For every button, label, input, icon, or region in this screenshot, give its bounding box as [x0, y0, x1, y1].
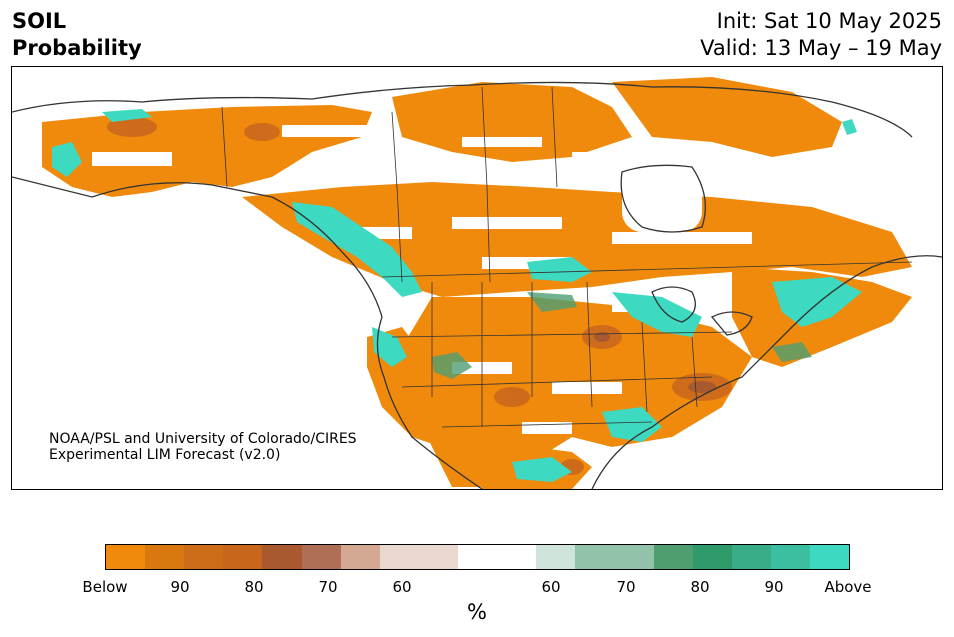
valid-range: Valid: 13 May – 19 May — [700, 36, 942, 60]
legend-segment — [692, 545, 732, 569]
legend-segment — [106, 545, 146, 569]
legend-tick-label: 60 — [541, 578, 561, 596]
color-legend-bar — [105, 544, 850, 570]
init-date: Init: Sat 10 May 2025 — [716, 9, 942, 33]
legend-segment — [418, 545, 458, 569]
legend-segment — [770, 545, 810, 569]
legend-segment — [262, 545, 302, 569]
map-canvas — [12, 77, 942, 489]
legend-segment — [379, 545, 419, 569]
title-line-1: SOIL — [12, 9, 67, 33]
data-credit: NOAA/PSL and University of Colorado/CIRE… — [49, 431, 357, 463]
below-normal-cores — [107, 117, 732, 475]
legend-segment — [575, 545, 615, 569]
legend-tick-label: 90 — [764, 578, 784, 596]
legend-segment — [184, 545, 224, 569]
title-line-2: Probability — [12, 36, 142, 60]
map-title: SOIL Probability — [12, 8, 142, 62]
credit-line-1: NOAA/PSL and University of Colorado/CIRE… — [49, 431, 357, 447]
legend-segment — [223, 545, 263, 569]
legend-segment — [497, 545, 537, 569]
legend-segment — [614, 545, 654, 569]
legend-tick-label: 60 — [392, 578, 412, 596]
legend-tick-label: 80 — [690, 578, 710, 596]
legend-segment — [731, 545, 771, 569]
legend-tick-label: 90 — [170, 578, 190, 596]
forecast-map — [11, 66, 943, 490]
near-normal-areas — [92, 125, 752, 434]
state-province-lines — [221, 86, 913, 428]
above-normal-edges — [432, 292, 812, 379]
legend-tick-label: 70 — [318, 578, 338, 596]
legend-segment — [536, 545, 576, 569]
legend-tick-label: Above — [824, 578, 872, 596]
legend-segment — [457, 545, 498, 569]
above-normal-fields — [52, 109, 862, 482]
init-valid-info: Init: Sat 10 May 2025 Valid: 13 May – 19… — [700, 8, 942, 62]
legend-segment — [340, 545, 380, 569]
legend-segment — [809, 545, 850, 569]
below-normal-peaks — [594, 332, 716, 393]
legend-tick-label: Below — [82, 578, 128, 596]
legend-segment — [301, 545, 341, 569]
legend-unit: % — [467, 600, 487, 624]
legend-segment — [145, 545, 185, 569]
legend-segment — [653, 545, 693, 569]
coastline-borders — [12, 81, 942, 489]
legend-tick-label: 80 — [244, 578, 264, 596]
credit-line-2: Experimental LIM Forecast (v2.0) — [49, 447, 281, 463]
legend-tick-label: 70 — [616, 578, 636, 596]
